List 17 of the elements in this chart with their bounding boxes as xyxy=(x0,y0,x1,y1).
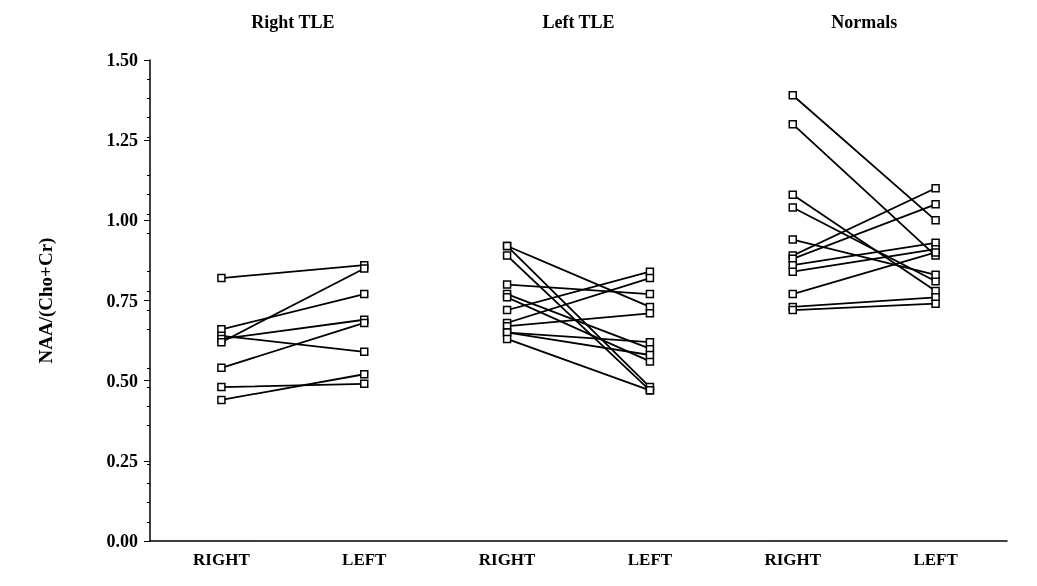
y-tick-label: 0.50 xyxy=(106,370,138,391)
y-tick-label: 1.25 xyxy=(106,130,138,151)
x-tick-label: LEFT xyxy=(913,550,959,569)
y-tick-label: 0.00 xyxy=(106,531,138,551)
text: Left TLE xyxy=(542,12,615,32)
x-tick-label: RIGHT xyxy=(478,550,537,569)
text: Right TLE xyxy=(251,12,335,32)
y-axis-title: NAA/(Cho+Cr) xyxy=(35,237,57,364)
text: Normals xyxy=(831,12,898,32)
y-tick-label: 0.75 xyxy=(106,290,138,311)
x-tick-label: RIGHT xyxy=(193,550,251,569)
y-tick-label: 0.25 xyxy=(106,450,138,471)
x-tick-label: LEFT xyxy=(627,550,673,569)
y-tick-label: 1.00 xyxy=(106,210,138,231)
x-tick-label: LEFT xyxy=(342,550,388,569)
x-tick-label: RIGHT xyxy=(764,550,822,569)
y-tick-label: 1.50 xyxy=(106,50,138,70)
